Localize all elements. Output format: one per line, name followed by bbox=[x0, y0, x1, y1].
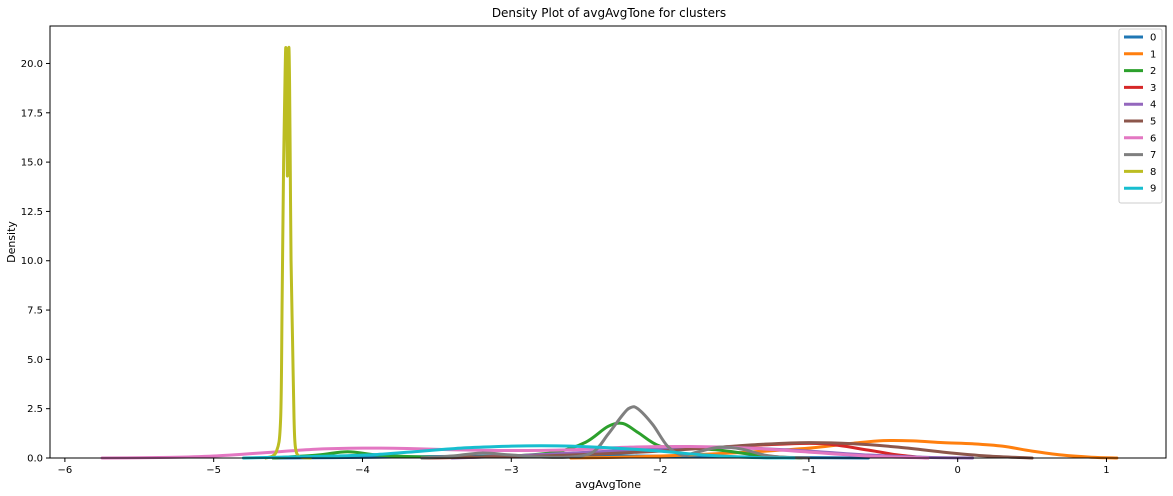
series-line-9 bbox=[241, 444, 796, 460]
legend-label-9: 9 bbox=[1150, 184, 1156, 195]
y-tick-label: 2.5 bbox=[27, 404, 43, 415]
legend-box bbox=[1118, 28, 1163, 204]
x-axis-title: avgAvgTone bbox=[575, 478, 641, 491]
legend-label-6: 6 bbox=[1150, 133, 1156, 144]
series-line-6 bbox=[100, 445, 930, 460]
plot-lines bbox=[100, 45, 1119, 460]
x-tick-label: 1 bbox=[1103, 465, 1109, 476]
y-tick-label: 10.0 bbox=[21, 256, 43, 267]
legend-label-0: 0 bbox=[1150, 33, 1156, 44]
y-axis-title: Density bbox=[5, 221, 18, 263]
y-tick-label: 0.0 bbox=[27, 454, 43, 465]
x-tick-label: −5 bbox=[206, 465, 221, 476]
x-tick-label: −2 bbox=[653, 465, 668, 476]
x-tick-label: −1 bbox=[802, 465, 817, 476]
plot-frame bbox=[49, 25, 1167, 459]
legend-label-5: 5 bbox=[1150, 117, 1156, 128]
y-tick-label: 15.0 bbox=[21, 158, 43, 169]
y-tick-label: 12.5 bbox=[21, 207, 43, 218]
y-tick-label: 7.5 bbox=[27, 306, 43, 317]
legend-label-1: 1 bbox=[1150, 49, 1156, 60]
y-tick-label: 5.0 bbox=[27, 355, 43, 366]
x-tick-label: 0 bbox=[954, 465, 960, 476]
legend-label-2: 2 bbox=[1150, 66, 1156, 77]
series-line-8 bbox=[264, 45, 312, 460]
y-tick-label: 17.5 bbox=[21, 108, 43, 119]
x-tick-label: −4 bbox=[355, 465, 370, 476]
y-tick-label: 20.0 bbox=[21, 59, 43, 70]
x-tick-label: −3 bbox=[504, 465, 519, 476]
x-tick-label: −6 bbox=[58, 465, 73, 476]
x-axis-ticks: −6 −5 −4 −3 −2 −1 0 1 bbox=[58, 458, 1110, 476]
legend-label-4: 4 bbox=[1150, 100, 1156, 111]
legend-label-3: 3 bbox=[1150, 83, 1156, 94]
y-axis-ticks: 0.0 2.5 5.0 7.5 10.0 12.5 15.0 17.5 20.0 bbox=[21, 59, 50, 465]
series-line-7 bbox=[420, 405, 811, 460]
chart-title: Density Plot of avgAvgTone for clusters bbox=[492, 6, 726, 20]
legend-label-7: 7 bbox=[1150, 150, 1156, 161]
legend: 0 1 2 3 4 5 6 7 8 9 bbox=[1118, 28, 1163, 204]
legend-label-8: 8 bbox=[1150, 167, 1156, 178]
